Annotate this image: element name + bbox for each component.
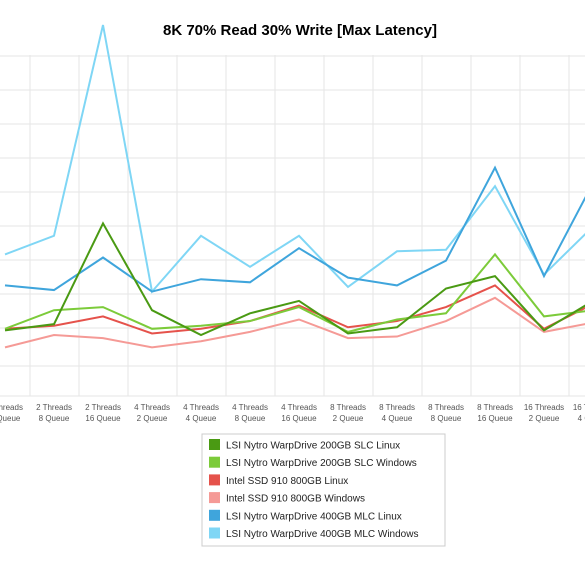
x-tick-label: 8 Threads 8 Queue <box>428 403 464 423</box>
x-tick-label: 4 Threads 16 Queue <box>281 403 317 423</box>
x-tick-label: 1 Threads 1 Queue <box>0 403 23 423</box>
legend-swatch <box>209 509 220 521</box>
x-tick-label: 8 Threads 2 Queue <box>330 403 366 423</box>
x-tick-label-line: 8 Queue <box>235 414 266 423</box>
series-line <box>4 165 585 293</box>
legend-swatch <box>209 439 220 450</box>
x-tick-label-line: 2 Threads <box>36 403 72 412</box>
chart-legend: LSI Nytro WarpDrive 200GB SLC Linux LSI N… <box>201 433 446 547</box>
x-tick-label-line: 8 Queue <box>431 414 462 423</box>
series-line <box>4 296 585 349</box>
x-tick-label-line: 16 Queue <box>477 414 513 423</box>
x-tick-label-line: 16 Queue <box>85 414 121 423</box>
x-tick-label: 4 Threads 2 Queue <box>134 403 170 423</box>
x-tick-label-line: 8 Threads <box>428 403 464 412</box>
chart-grid <box>0 55 585 397</box>
chart-series <box>4 24 585 349</box>
x-tick-label: 4 Threads 8 Queue <box>232 403 268 423</box>
x-tick-label-line: 2 Queue <box>529 414 560 423</box>
x-tick-label: 8 Threads 4 Queue <box>379 403 415 423</box>
legend-label: LSI Nytro WarpDrive 400GB MLC Linux <box>226 511 402 522</box>
x-tick-label-line: 16 Threads <box>573 403 585 412</box>
x-tick-label-line: 8 Threads <box>330 403 366 412</box>
x-tick-label: 8 Threads 16 Queue <box>477 403 513 423</box>
x-tick-label-line: 16 Threads <box>524 403 564 412</box>
x-tick-label: 4 Threads 4 Queue <box>183 403 219 423</box>
x-tick-label-line: 8 Queue <box>39 414 70 423</box>
legend-swatch <box>209 474 220 486</box>
legend-label: LSI Nytro WarpDrive 200GB SLC Linux <box>226 441 400 452</box>
x-tick-label: 16 Threads 2 Queue <box>524 403 564 423</box>
legend-swatch <box>209 456 220 468</box>
x-tick-label-line: 8 Threads <box>379 403 415 412</box>
legend-swatch <box>209 492 220 504</box>
x-tick-label-line: 4 Queue <box>186 414 217 423</box>
legend-swatch <box>209 527 220 539</box>
chart-title: 8K 70% Read 30% Write [Max Latency] <box>163 22 437 39</box>
x-tick-label: 2 Threads 16 Queue <box>85 403 121 423</box>
series-line <box>4 252 585 333</box>
x-tick-label-line: 8 Threads <box>477 403 513 412</box>
x-tick-label-line: 4 Threads <box>134 403 170 412</box>
legend-label: LSI Nytro WarpDrive 400GB MLC Windows <box>226 529 418 540</box>
x-tick-label: 16 Threads 4 Queue <box>573 403 585 423</box>
x-tick-label: 2 Threads 8 Queue <box>36 403 72 423</box>
series-line <box>4 24 585 294</box>
x-tick-label-line: 1 Queue <box>0 414 21 423</box>
x-tick-label-line: 2 Threads <box>85 403 121 412</box>
series-line <box>4 284 585 335</box>
series-line <box>4 221 585 337</box>
x-tick-label-line: 4 Threads <box>183 403 219 412</box>
legend-label: LSI Nytro WarpDrive 200GB SLC Windows <box>226 458 417 469</box>
x-tick-label-line: 4 Queue <box>382 414 413 423</box>
x-tick-label-line: 4 Threads <box>232 403 268 412</box>
x-tick-label-line: 1 Threads <box>0 403 23 412</box>
legend-box <box>201 433 446 547</box>
x-tick-label-line: 16 Queue <box>281 414 317 423</box>
x-tick-label-line: 2 Queue <box>333 414 364 423</box>
legend-label: Intel SSD 910 800GB Linux <box>226 476 348 487</box>
x-tick-label-line: 2 Queue <box>137 414 168 423</box>
legend-label: Intel SSD 910 800GB Windows <box>226 494 365 505</box>
x-tick-label-line: 4 Threads <box>281 403 317 412</box>
x-tick-label-line: 4 Queue <box>578 414 585 423</box>
